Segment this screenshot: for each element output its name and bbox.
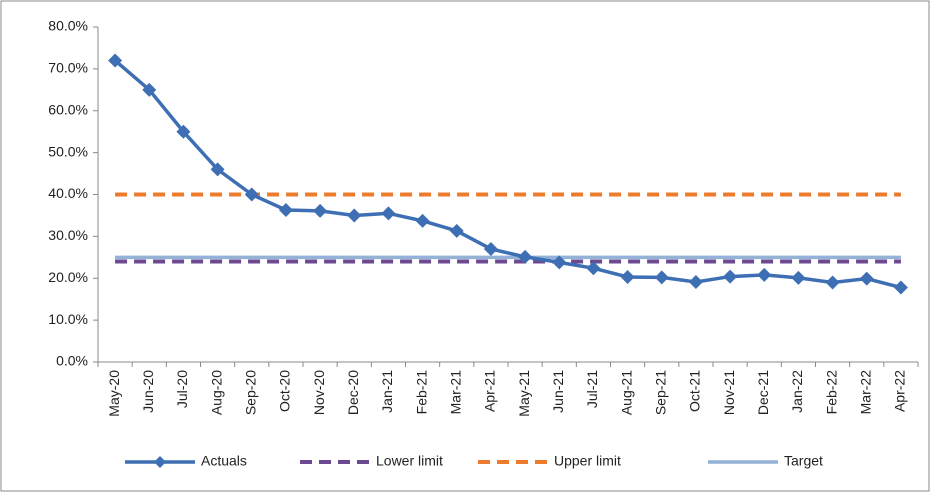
y-tick-label: 40.0%: [48, 185, 88, 201]
marker: [723, 269, 738, 284]
x-tick-label: Feb-22: [823, 370, 839, 415]
x-tick-label: Jun-20: [140, 370, 156, 413]
x-tick-label: May-20: [106, 370, 122, 417]
legend-label: Target: [784, 453, 823, 469]
x-tick-label: Dec-20: [345, 370, 361, 415]
marker: [176, 124, 191, 139]
x-tick-label: May-21: [516, 370, 532, 417]
y-tick-label: 70.0%: [48, 60, 88, 76]
x-tick-label: Oct-21: [687, 370, 703, 412]
legend-label: Upper limit: [554, 453, 621, 469]
x-tick-label: Aug-20: [208, 370, 224, 415]
y-tick-label: 80.0%: [48, 18, 88, 34]
marker: [313, 203, 328, 218]
y-tick-label: 20.0%: [48, 269, 88, 285]
x-tick-label: Mar-22: [857, 370, 873, 415]
marker: [483, 241, 498, 256]
x-tick-label: Nov-21: [721, 370, 737, 415]
marker: [415, 213, 430, 228]
y-tick-label: 60.0%: [48, 101, 88, 117]
marker: [586, 261, 601, 276]
marker: [142, 82, 157, 97]
marker: [210, 162, 225, 177]
marker: [278, 202, 293, 217]
y-tick-label: 30.0%: [48, 227, 88, 243]
x-tick-label: Jun-21: [550, 370, 566, 413]
marker: [347, 208, 362, 223]
marker: [825, 275, 840, 290]
x-tick-label: Apr-22: [892, 370, 908, 412]
y-tick-label: 50.0%: [48, 143, 88, 159]
x-tick-label: Jan-21: [379, 370, 395, 413]
marker: [654, 270, 669, 285]
marker: [552, 255, 567, 270]
x-tick-label: Jul-20: [174, 370, 190, 408]
x-tick-label: Jan-22: [789, 370, 805, 413]
y-tick-label: 0.0%: [56, 353, 88, 369]
x-tick-label: Apr-21: [482, 370, 498, 412]
marker: [757, 267, 772, 282]
x-tick-label: Oct-20: [277, 370, 293, 412]
x-tick-label: Mar-21: [447, 370, 463, 415]
marker: [108, 53, 123, 68]
legend-label: Actuals: [201, 453, 247, 469]
marker: [620, 269, 635, 284]
x-tick-label: Jul-21: [584, 370, 600, 408]
x-tick-label: Dec-21: [755, 370, 771, 415]
x-tick-label: Sep-20: [242, 370, 258, 415]
legend-marker: [154, 456, 166, 468]
marker: [449, 223, 464, 238]
legend-label: Lower limit: [376, 453, 443, 469]
marker: [518, 249, 533, 264]
marker: [244, 187, 259, 202]
x-tick-label: Nov-20: [311, 370, 327, 415]
marker: [791, 270, 806, 285]
x-tick-label: Sep-21: [652, 370, 668, 415]
y-tick-label: 10.0%: [48, 311, 88, 327]
marker: [688, 275, 703, 290]
x-tick-label: Aug-21: [618, 370, 634, 415]
marker: [893, 280, 908, 295]
marker: [859, 271, 874, 286]
x-tick-label: Feb-21: [413, 370, 429, 415]
marker: [381, 206, 396, 221]
